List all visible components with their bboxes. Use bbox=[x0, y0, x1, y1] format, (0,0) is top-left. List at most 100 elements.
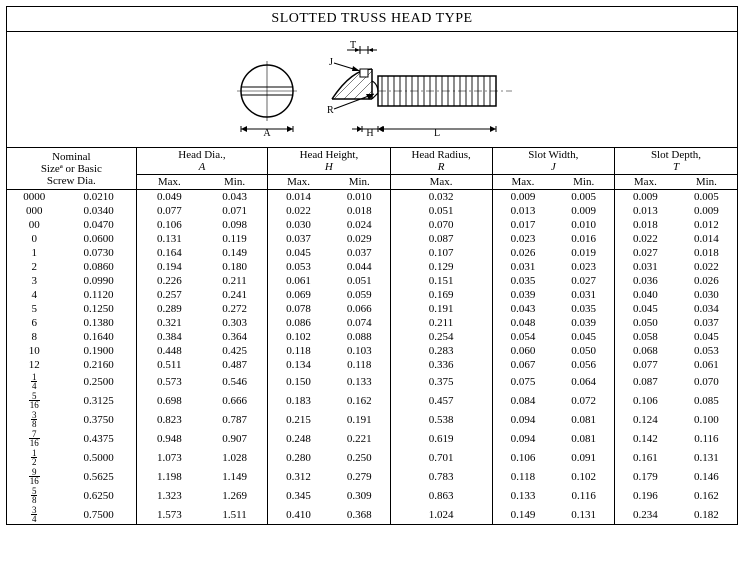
dim-J: J bbox=[329, 57, 333, 68]
cell: 0.039 bbox=[553, 316, 614, 330]
cell: 1.149 bbox=[202, 467, 268, 486]
cell: 0.948 bbox=[136, 429, 202, 448]
cell: 716 bbox=[7, 429, 61, 448]
cell: 0.018 bbox=[615, 218, 676, 232]
cell: 0.035 bbox=[553, 302, 614, 316]
cell: 0.037 bbox=[268, 232, 329, 246]
cell: 0.457 bbox=[390, 391, 492, 410]
cell: 0.161 bbox=[615, 448, 676, 467]
cell: 0.019 bbox=[553, 246, 614, 260]
dim-T: T bbox=[350, 40, 356, 51]
cell: 0.012 bbox=[676, 218, 737, 232]
cell: 0.196 bbox=[615, 486, 676, 505]
cell: 0.146 bbox=[676, 467, 737, 486]
cell: 0.150 bbox=[268, 372, 329, 391]
cell: 0.031 bbox=[553, 288, 614, 302]
cell: 0.248 bbox=[268, 429, 329, 448]
cell: 0.026 bbox=[492, 246, 553, 260]
cell: 0.029 bbox=[329, 232, 390, 246]
hdr-T: Slot Depth,T bbox=[615, 148, 737, 175]
cell: 0.0990 bbox=[61, 274, 136, 288]
cell: 0.049 bbox=[136, 190, 202, 205]
cell: 0.823 bbox=[136, 410, 202, 429]
cell: 0.102 bbox=[553, 467, 614, 486]
cell: 0.2500 bbox=[61, 372, 136, 391]
cell: 0.039 bbox=[492, 288, 553, 302]
cell: 0.226 bbox=[136, 274, 202, 288]
cell: 38 bbox=[7, 410, 61, 429]
cell: 0.0340 bbox=[61, 204, 136, 218]
cell: 0.018 bbox=[329, 204, 390, 218]
cell: 0.134 bbox=[268, 358, 329, 372]
cell: 0.087 bbox=[390, 232, 492, 246]
cell: 0.410 bbox=[268, 505, 329, 524]
cell: 0.182 bbox=[676, 505, 737, 524]
cell: 0.250 bbox=[329, 448, 390, 467]
table-row: 30.09900.2260.2110.0610.0510.1510.0350.0… bbox=[7, 274, 737, 288]
cell: 0.0470 bbox=[61, 218, 136, 232]
hdr-Jmin: Min. bbox=[553, 175, 614, 190]
cell: 12 bbox=[7, 448, 61, 467]
cell: 1.511 bbox=[202, 505, 268, 524]
hdr-A: Head Dia.,A bbox=[136, 148, 267, 175]
cell: 0.031 bbox=[492, 260, 553, 274]
cell: 0.040 bbox=[615, 288, 676, 302]
cell: 0.036 bbox=[615, 274, 676, 288]
cell: 0.005 bbox=[676, 190, 737, 205]
cell: 0.087 bbox=[615, 372, 676, 391]
cell: 0.074 bbox=[329, 316, 390, 330]
table-row: 120.50001.0731.0280.2800.2500.7010.1060.… bbox=[7, 448, 737, 467]
cell: 0.0600 bbox=[61, 232, 136, 246]
table-row: 40.11200.2570.2410.0690.0590.1690.0390.0… bbox=[7, 288, 737, 302]
cell: 0.068 bbox=[615, 344, 676, 358]
cell: 0.053 bbox=[268, 260, 329, 274]
table-row: 00.06000.1310.1190.0370.0290.0870.0230.0… bbox=[7, 232, 737, 246]
cell: 0.094 bbox=[492, 429, 553, 448]
cell: 0.0860 bbox=[61, 260, 136, 274]
table-row: 000.04700.1060.0980.0300.0240.0700.0170.… bbox=[7, 218, 737, 232]
cell: 0.4375 bbox=[61, 429, 136, 448]
cell: 0.061 bbox=[676, 358, 737, 372]
cell: 0.345 bbox=[268, 486, 329, 505]
cell: 0.043 bbox=[492, 302, 553, 316]
cell: 0.050 bbox=[553, 344, 614, 358]
cell: 0.045 bbox=[615, 302, 676, 316]
cell: 0.309 bbox=[329, 486, 390, 505]
cell: 0.0210 bbox=[61, 190, 136, 205]
cell: 0.272 bbox=[202, 302, 268, 316]
cell: 0.149 bbox=[492, 505, 553, 524]
hdr-Jmax: Max. bbox=[492, 175, 553, 190]
cell: 0.061 bbox=[268, 274, 329, 288]
cell: 0.085 bbox=[676, 391, 737, 410]
table-row: 20.08600.1940.1800.0530.0440.1290.0310.0… bbox=[7, 260, 737, 274]
cell: 0.280 bbox=[268, 448, 329, 467]
cell: 0.045 bbox=[268, 246, 329, 260]
cell: 0.1250 bbox=[61, 302, 136, 316]
cell: 0.094 bbox=[492, 410, 553, 429]
cell: 0.119 bbox=[202, 232, 268, 246]
cell: 0.384 bbox=[136, 330, 202, 344]
cell: 0.102 bbox=[268, 330, 329, 344]
cell: 0.077 bbox=[615, 358, 676, 372]
cell: 516 bbox=[7, 391, 61, 410]
cell: 0.016 bbox=[553, 232, 614, 246]
cell: 0.072 bbox=[553, 391, 614, 410]
cell: 0.124 bbox=[615, 410, 676, 429]
cell: 0.425 bbox=[202, 344, 268, 358]
cell: 0.619 bbox=[390, 429, 492, 448]
cell: 0.321 bbox=[136, 316, 202, 330]
cell: 0.056 bbox=[553, 358, 614, 372]
cell: 0.303 bbox=[202, 316, 268, 330]
cell: 0.151 bbox=[390, 274, 492, 288]
table-row: 9160.56251.1981.1490.3120.2790.7830.1180… bbox=[7, 467, 737, 486]
cell: 0.1900 bbox=[61, 344, 136, 358]
hdr-Tmin: Min. bbox=[676, 175, 737, 190]
cell: 0.364 bbox=[202, 330, 268, 344]
cell: 0.027 bbox=[553, 274, 614, 288]
cell: 0.116 bbox=[553, 486, 614, 505]
cell: 0.017 bbox=[492, 218, 553, 232]
table-row: 5160.31250.6980.6660.1830.1620.4570.0840… bbox=[7, 391, 737, 410]
cell: 0.009 bbox=[676, 204, 737, 218]
cell: 0.010 bbox=[329, 190, 390, 205]
cell: 58 bbox=[7, 486, 61, 505]
